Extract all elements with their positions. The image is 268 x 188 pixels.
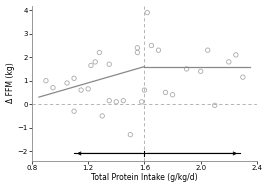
Point [86,87,90,90]
Point [234,53,238,56]
Point [100,114,104,117]
Point [163,91,168,94]
Point [156,49,161,52]
Point [89,64,93,67]
Point [184,67,189,70]
Y-axis label: Δ FFM (kg): Δ FFM (kg) [6,63,14,103]
Point [128,133,132,136]
Point [79,89,83,92]
Point [145,11,149,14]
Point [72,110,76,113]
X-axis label: Total Protein Intake (g/kg/d): Total Protein Intake (g/kg/d) [91,174,198,182]
Point [227,60,231,63]
Point [206,49,210,52]
Point [93,60,97,63]
Point [114,100,118,103]
Point [51,86,55,89]
Point [44,79,48,82]
Point [135,51,140,54]
Point [199,70,203,73]
Point [139,100,144,103]
Point [213,104,217,107]
Point [107,63,111,66]
Point [65,82,69,85]
Point [72,77,76,80]
Point [135,46,140,49]
Point [97,51,102,54]
Point [121,99,125,102]
Point [241,76,245,79]
Point [107,99,111,102]
Point [170,93,175,96]
Point [149,44,154,47]
Point [142,89,147,92]
